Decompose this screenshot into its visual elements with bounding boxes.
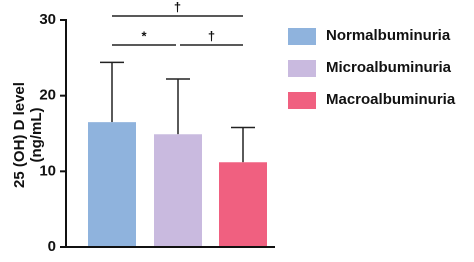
legend-swatch: [288, 92, 316, 109]
legend-label: Microalbuminuria: [326, 59, 452, 76]
significance-mark: †: [208, 28, 215, 43]
y-tick-label: 20: [39, 87, 56, 104]
y-tick-label: 10: [39, 162, 56, 179]
legend-label: Normalbuminuria: [326, 27, 451, 44]
bar: [88, 122, 136, 247]
y-label: 25 (OH) D level: [11, 82, 28, 188]
y-label: (ng/mL): [28, 108, 45, 163]
y-tick-label: 30: [39, 11, 56, 28]
bar: [219, 162, 267, 247]
y-tick-label: 0: [48, 238, 56, 255]
legend-swatch: [288, 60, 316, 77]
significance-mark: *: [141, 28, 147, 43]
legend-label: Macroalbuminuria: [326, 91, 456, 108]
y-label-group: 25 (OH) D level (ng/mL): [11, 82, 45, 188]
bar: [154, 134, 202, 247]
legend-swatch: [288, 28, 316, 45]
significance-mark: †: [174, 0, 181, 14]
